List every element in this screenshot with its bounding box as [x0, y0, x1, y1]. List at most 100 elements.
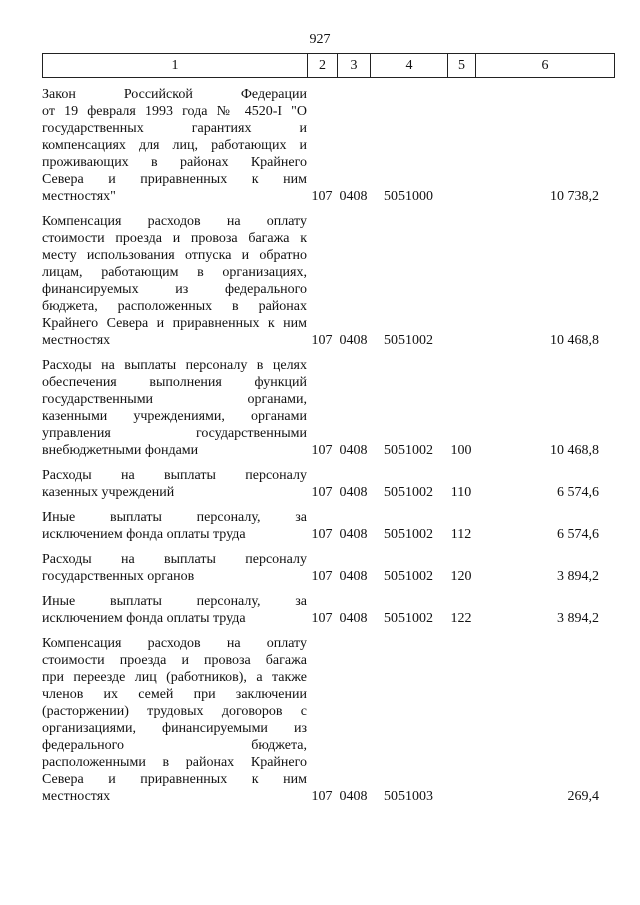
expense-type-code	[447, 332, 475, 349]
description-line: Расходы на выплаты персоналу	[42, 552, 307, 567]
section-code: 0408	[339, 569, 368, 584]
description-line: при переезде лиц (работников), а также	[42, 670, 307, 685]
table-row: Иные выплаты персоналу, за исключением фо…	[42, 509, 599, 543]
target-article-code: 5051002	[384, 611, 433, 626]
description-line: расположенными в районах Крайнего	[42, 755, 307, 770]
ministry-code: 107	[311, 333, 333, 348]
table-row: Компенсация расходов на оплату стоимости …	[42, 213, 599, 349]
expense-type-code: 100	[450, 443, 472, 458]
target-article-code: 5051002	[384, 443, 433, 458]
description-line: месту использования отпуска и обратно	[42, 248, 307, 263]
section-code: 0408	[339, 789, 368, 804]
description-line: Закон Российской Федерации	[42, 87, 307, 102]
row-description: Компенсация расходов на оплату стоимости …	[42, 635, 307, 805]
description-line: лицам, работающим в организациях,	[42, 265, 307, 280]
section-code: 0408	[339, 189, 368, 204]
description-line: от 19 февраля 1993 года № 4520-I "О	[42, 104, 307, 119]
description-line: государственными органами,	[42, 392, 307, 407]
description-line: государственных органов	[42, 569, 195, 584]
description-line: исключением фонда оплаты труда	[42, 611, 246, 626]
header-col-6: 6	[541, 58, 549, 73]
target-article-code: 5051002	[384, 527, 433, 542]
description-line: Иные выплаты персоналу, за	[42, 594, 307, 609]
description-line: Севера и приравненных к ним	[42, 772, 307, 787]
row-description: Закон Российской Федерации от 19 февраля …	[42, 86, 307, 205]
table-row: Иные выплаты персоналу, за исключением фо…	[42, 593, 599, 627]
section-code: 0408	[339, 527, 368, 542]
ministry-code: 107	[311, 189, 333, 204]
description-line: стоимости проезда и провоза багажа	[42, 653, 307, 668]
description-line: организациями, финансируемыми из	[42, 721, 307, 736]
expense-type-code	[447, 188, 475, 205]
target-article-code: 5051002	[384, 485, 433, 500]
description-line: федерального бюджета,	[42, 738, 307, 753]
amount: 6 574,6	[557, 527, 599, 542]
description-line: стоимости проезда и провоза багажа к	[42, 231, 307, 246]
row-description: Расходы на выплаты персоналу казенных учр…	[42, 467, 307, 501]
ministry-code: 107	[311, 485, 333, 500]
description-line: Компенсация расходов на оплату	[42, 214, 307, 229]
description-line: Крайнего Севера и приравненных к ним	[42, 316, 307, 331]
target-article-code: 5051000	[384, 189, 433, 204]
amount: 10 738,2	[550, 189, 599, 204]
description-line: проживающих в районах Крайнего	[42, 155, 307, 170]
row-description: Расходы на выплаты персоналу государствен…	[42, 551, 307, 585]
header-col-1: 1	[43, 54, 308, 77]
table-row: Закон Российской Федерации от 19 февраля …	[42, 86, 599, 205]
description-line: финансируемых из федерального	[42, 282, 307, 297]
header-col-4: 4	[371, 54, 448, 77]
amount: 10 468,8	[550, 333, 599, 348]
description-line: Компенсация расходов на оплату	[42, 636, 307, 651]
row-description: Иные выплаты персоналу, за исключением фо…	[42, 593, 307, 627]
table-row: Расходы на выплаты персоналу в целях обес…	[42, 357, 599, 459]
header-col-2: 2	[308, 54, 338, 77]
description-line: исключением фонда оплаты труда	[42, 527, 246, 542]
description-line: управления государственными	[42, 426, 307, 441]
description-line: местностях	[42, 333, 111, 348]
description-line: бюджета, расположенных в районах	[42, 299, 307, 314]
expense-type-code: 112	[450, 527, 472, 542]
description-line: казенными учреждениями, органами	[42, 409, 307, 424]
amount: 3 894,2	[557, 569, 599, 584]
amount: 3 894,2	[557, 611, 599, 626]
section-code: 0408	[339, 611, 368, 626]
row-description: Компенсация расходов на оплату стоимости …	[42, 213, 307, 349]
page-number: 927	[309, 32, 331, 47]
expense-type-code: 120	[450, 569, 472, 584]
expense-type-code: 110	[450, 485, 472, 500]
amount: 10 468,8	[550, 443, 599, 458]
target-article-code: 5051003	[384, 789, 433, 804]
description-line: обеспечения выполнения функций	[42, 375, 307, 390]
section-code: 0408	[339, 485, 368, 500]
table-header: 1 2 3 4 5 6	[42, 53, 615, 78]
description-line: внебюджетными фондами	[42, 443, 199, 458]
target-article-code: 5051002	[384, 569, 433, 584]
description-line: государственных гарантиях и	[42, 121, 307, 136]
header-col-3: 3	[338, 54, 371, 77]
ministry-code: 107	[311, 569, 333, 584]
description-line: Иные выплаты персоналу, за	[42, 510, 307, 525]
header-col-5: 5	[448, 54, 476, 77]
row-description: Иные выплаты персоналу, за исключением фо…	[42, 509, 307, 543]
section-code: 0408	[339, 333, 368, 348]
amount: 269,4	[567, 789, 600, 804]
description-line: Севера и приравненных к ним	[42, 172, 307, 187]
table-row: Расходы на выплаты персоналу государствен…	[42, 551, 599, 585]
ministry-code: 107	[311, 443, 333, 458]
description-line: (расторжении) трудовых договоров с	[42, 704, 307, 719]
table-body: Закон Российской Федерации от 19 февраля …	[42, 86, 599, 813]
ministry-code: 107	[311, 789, 333, 804]
table-row: Расходы на выплаты персоналу казенных учр…	[42, 467, 599, 501]
row-description: Расходы на выплаты персоналу в целях обес…	[42, 357, 307, 459]
section-code: 0408	[339, 443, 368, 458]
description-line: Расходы на выплаты персоналу в целях	[42, 358, 307, 373]
table-row: Компенсация расходов на оплату стоимости …	[42, 635, 599, 805]
ministry-code: 107	[311, 611, 333, 626]
description-line: Расходы на выплаты персоналу	[42, 468, 307, 483]
expense-type-code	[447, 788, 475, 805]
description-line: местностях	[42, 789, 111, 804]
description-line: казенных учреждений	[42, 485, 175, 500]
amount: 6 574,6	[557, 485, 599, 500]
description-line: местностях"	[42, 189, 116, 204]
